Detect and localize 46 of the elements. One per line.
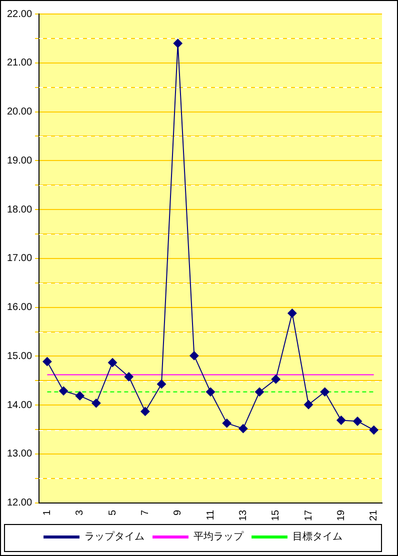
y-tick-label: 20.00: [6, 106, 32, 118]
legend-label: ラップタイム: [84, 530, 144, 543]
x-tick-label: 15: [270, 509, 282, 521]
y-tick-label: 16.00: [6, 302, 32, 314]
x-tick-label: 17: [303, 509, 314, 521]
point: [42, 357, 52, 366]
point: [222, 418, 232, 428]
x-tick-label: 3: [74, 509, 86, 516]
point: [304, 400, 314, 410]
y-tick-label: 19.00: [6, 155, 32, 166]
point: [369, 426, 378, 435]
x-tick-label: 5: [107, 509, 118, 516]
point: [190, 351, 199, 360]
y-tick-label: 14.00: [6, 400, 32, 411]
y-tick-label: 21.00: [6, 58, 32, 69]
x-tick-label: 21: [368, 509, 380, 521]
point: [124, 372, 134, 382]
point: [336, 416, 346, 425]
point: [108, 358, 118, 368]
point: [238, 424, 248, 434]
x-tick-label: 1: [42, 509, 53, 516]
legend-label: 平均ラップ: [194, 530, 244, 543]
x-tick-label: 9: [172, 509, 184, 516]
y-tick-label: 22.00: [6, 8, 32, 20]
x-tick-label: 13: [238, 509, 249, 521]
point: [255, 387, 264, 396]
point: [92, 398, 101, 408]
y-tick-label: 18.00: [6, 204, 32, 216]
point: [271, 374, 280, 384]
point: [288, 308, 297, 318]
y-tick-label: 15.00: [6, 350, 32, 362]
point: [157, 380, 166, 389]
x-tick-label: 7: [140, 509, 151, 516]
x-tick-label: 19: [336, 509, 347, 521]
point: [206, 387, 216, 396]
point: [353, 416, 362, 426]
point: [59, 386, 68, 396]
y-tick-label: 13.00: [6, 448, 32, 460]
y-tick-label: 17.00: [6, 253, 32, 264]
point: [75, 391, 84, 400]
point: [140, 406, 150, 416]
y-tick-label: 12.00: [6, 498, 32, 509]
legend-label: 目標タイム: [292, 530, 342, 543]
point: [320, 387, 330, 396]
x-tick-label: 11: [205, 509, 216, 520]
point: [173, 38, 182, 48]
